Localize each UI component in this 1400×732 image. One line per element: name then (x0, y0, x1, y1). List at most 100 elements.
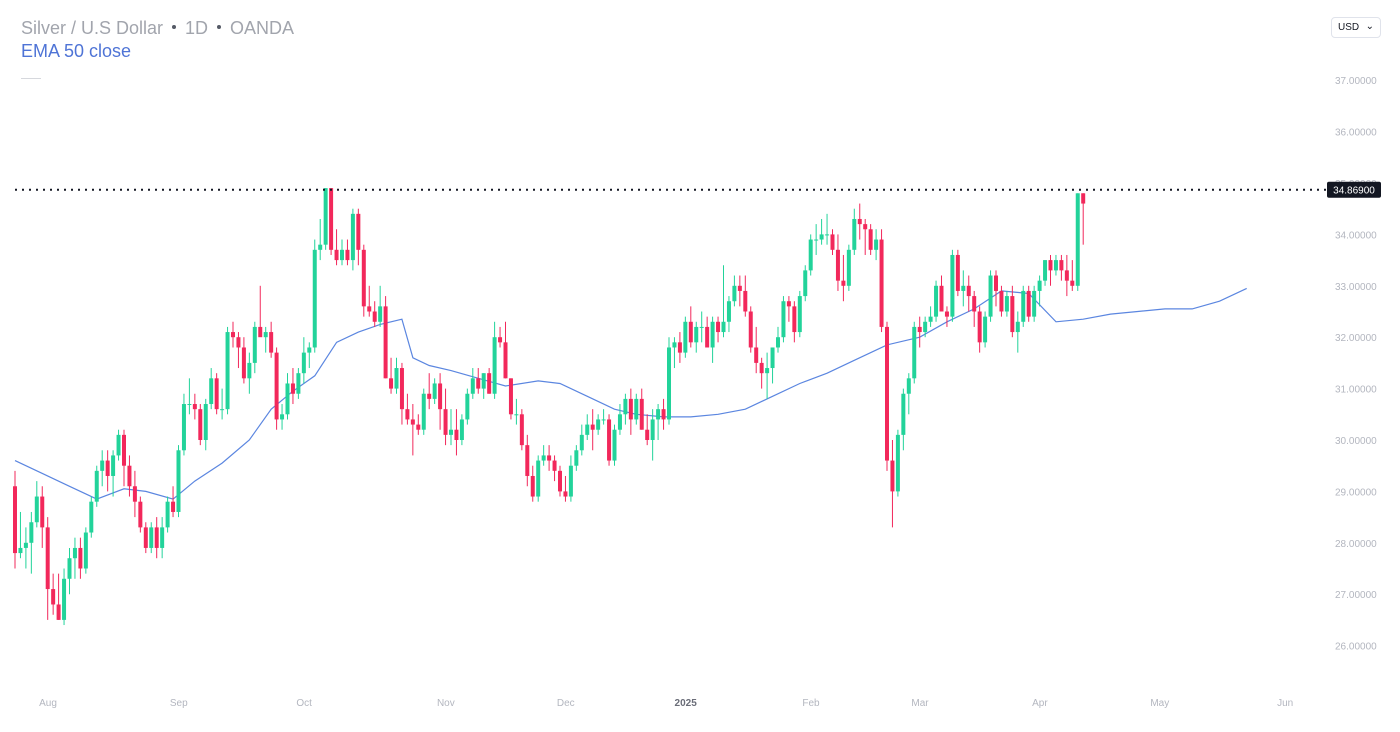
candle (672, 337, 677, 369)
candle (187, 378, 192, 415)
candle-body (972, 296, 977, 312)
candle (863, 218, 868, 255)
candle-body (579, 434, 584, 451)
candle-body (585, 424, 590, 435)
last-price-label: 34.86900 (1333, 186, 1375, 197)
candle (732, 275, 737, 307)
candle (236, 332, 241, 369)
candle (421, 388, 426, 435)
candle-body (792, 306, 797, 333)
candle (399, 362, 404, 425)
candle-body (874, 239, 879, 250)
candle (601, 409, 606, 425)
candle (983, 311, 988, 348)
candle-body (552, 460, 557, 471)
candle-body (307, 347, 312, 353)
candle (530, 465, 535, 502)
candle (961, 270, 966, 307)
candle-body (236, 337, 241, 348)
candle (78, 537, 83, 579)
price-axis: 26.00000 27.00000 28.00000 29.00000 30.00000… (1335, 76, 1377, 652)
candle-body (1026, 290, 1031, 317)
candle (950, 249, 955, 322)
candle-body (797, 296, 802, 333)
candle (132, 470, 137, 518)
candle-body (776, 337, 780, 348)
candle (1053, 254, 1058, 276)
candle-body (563, 491, 568, 497)
candle-body (1048, 260, 1053, 271)
candle (912, 321, 917, 384)
candle-body (536, 460, 541, 497)
candle-body (928, 316, 933, 322)
candle-body (470, 378, 475, 394)
candle-body (645, 429, 650, 440)
chevron-down-icon: ⌄ (1365, 21, 1374, 32)
candle (122, 429, 126, 487)
candle-body (530, 475, 535, 497)
candle-body (72, 547, 77, 559)
price-tick-label: 28.00000 (1335, 539, 1377, 550)
time-tick-label: Feb (802, 698, 820, 709)
candle (29, 511, 34, 574)
candle-body (596, 419, 601, 430)
candle-body (350, 213, 355, 261)
candle-body (209, 378, 214, 405)
candle (955, 249, 960, 297)
candle (579, 424, 584, 456)
candle-body (296, 373, 301, 394)
candle-body (634, 398, 639, 420)
time-tick-label: Mar (911, 698, 929, 709)
candle (171, 486, 176, 518)
candle (748, 306, 753, 353)
last-price-tag (1327, 181, 1381, 198)
candle (966, 275, 971, 312)
time-tick-label: 2025 (675, 698, 698, 709)
candle (994, 270, 998, 307)
candle-body (754, 347, 759, 363)
candle-body (726, 301, 731, 322)
price-tick-label: 26.00000 (1335, 642, 1377, 653)
candle-body (656, 409, 661, 420)
candle (181, 393, 186, 456)
candle-body (1070, 280, 1075, 286)
candle (154, 517, 159, 559)
candle-body (939, 285, 944, 312)
candle (808, 234, 813, 276)
candle (743, 275, 748, 317)
candle (759, 357, 764, 389)
candle (781, 296, 786, 343)
candle (819, 218, 824, 245)
candle (1032, 285, 1037, 322)
candle-body (890, 460, 895, 492)
candle-body (481, 373, 486, 389)
candle (247, 352, 252, 394)
candle (623, 393, 628, 425)
legend-collapse-handle[interactable] (21, 78, 41, 79)
candle (443, 388, 448, 446)
candle (596, 414, 601, 435)
candle (367, 285, 372, 317)
candle-body (410, 419, 415, 425)
candle-body (961, 285, 966, 291)
candle-body (154, 527, 159, 548)
candle-body (231, 332, 235, 338)
candle (1075, 193, 1080, 291)
candle (574, 445, 579, 471)
candle (307, 342, 312, 369)
candle-body (1043, 260, 1048, 281)
currency-selector[interactable]: USD ⌄ (1331, 17, 1381, 38)
candle-body (198, 409, 203, 440)
price-tick-label: 29.00000 (1335, 487, 1377, 498)
candle (846, 244, 851, 291)
candles-layer (13, 188, 1086, 626)
candle (1015, 311, 1020, 353)
candle (972, 290, 977, 327)
ema-indicator-label[interactable]: EMA 50 close (21, 41, 132, 61)
candle-body (492, 337, 497, 394)
candle-body (225, 332, 230, 410)
separator-dot-icon (217, 25, 222, 30)
candle (203, 398, 208, 451)
candle (917, 316, 922, 348)
